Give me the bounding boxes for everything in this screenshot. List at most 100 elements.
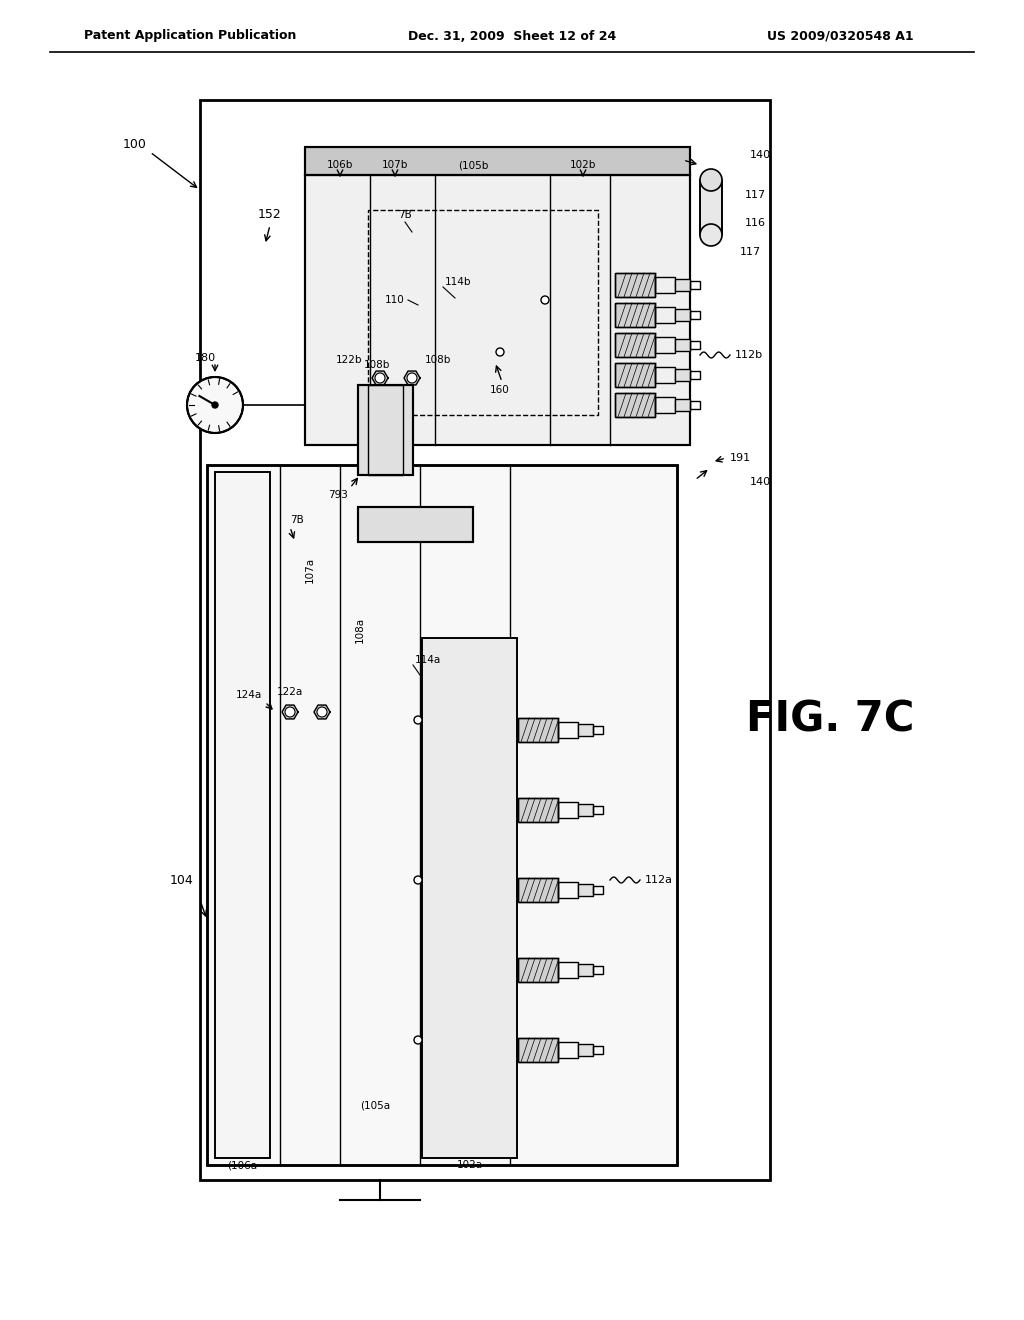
Bar [615,273,655,297]
Bar [558,962,578,978]
Text: 7B: 7B [290,515,304,525]
Bar [358,385,413,475]
Bar [690,281,700,289]
Bar [615,333,655,356]
Text: 108a: 108a [355,616,365,643]
Bar [518,718,558,742]
Bar [558,803,578,818]
Text: 191: 191 [729,453,751,463]
Bar [615,393,655,417]
Bar [593,1045,603,1053]
Bar [578,723,593,737]
Bar [578,1044,593,1056]
Bar [690,312,700,319]
Text: 114a: 114a [415,655,441,665]
Bar [305,176,690,445]
Bar [368,385,403,475]
Bar [207,465,677,1166]
Text: 140: 140 [750,477,771,487]
Text: 107a: 107a [305,557,315,583]
Text: 104: 104 [169,874,193,887]
Text: 160: 160 [490,385,510,395]
Circle shape [285,708,295,717]
Circle shape [375,374,385,383]
Text: (105a: (105a [360,1100,390,1110]
Circle shape [541,296,549,304]
Bar [422,638,517,1158]
Text: 117: 117 [739,247,761,257]
Bar [700,180,722,235]
Bar [518,878,558,902]
Bar [518,799,558,822]
Bar [615,363,655,387]
Text: US 2009/0320548 A1: US 2009/0320548 A1 [767,29,913,42]
Bar [558,882,578,898]
Bar [358,507,473,543]
Circle shape [496,348,504,356]
Bar [615,333,655,356]
Circle shape [414,1036,422,1044]
Bar [655,337,675,352]
Bar [675,339,690,351]
Text: FIG. 7C: FIG. 7C [745,700,914,741]
Bar [200,100,770,1180]
Bar [422,638,517,1158]
Bar [690,371,700,379]
Text: 108b: 108b [425,355,452,366]
Bar [655,277,675,293]
Bar [358,507,473,543]
Polygon shape [314,705,330,719]
Bar [675,399,690,411]
Text: 116: 116 [744,218,766,228]
Bar [655,367,675,383]
Bar [215,473,270,1158]
Text: 140: 140 [750,150,771,160]
Bar [675,279,690,290]
Circle shape [407,374,417,383]
Text: 180: 180 [195,352,216,363]
Bar [615,363,655,387]
Text: 114b: 114b [445,277,471,286]
Polygon shape [372,371,388,385]
Text: 107b: 107b [382,160,409,170]
Circle shape [700,224,722,246]
Bar [358,385,413,475]
Circle shape [212,403,218,408]
Bar [518,878,558,902]
Circle shape [317,708,327,717]
Polygon shape [282,705,298,719]
Text: (105b: (105b [458,160,488,170]
Bar [305,147,690,176]
Text: 7B: 7B [398,210,412,220]
Bar [593,807,603,814]
Bar [593,966,603,974]
Bar [558,1041,578,1059]
Bar [518,958,558,982]
Text: (106a: (106a [227,1160,257,1170]
Bar [368,210,598,414]
Bar [593,886,603,894]
Text: 112b: 112b [735,350,763,360]
Bar [615,304,655,327]
Bar [305,176,690,445]
Bar [518,958,558,982]
Bar [655,308,675,323]
Text: 100: 100 [123,139,146,152]
Bar [518,1038,558,1063]
Bar [578,804,593,816]
Text: Patent Application Publication: Patent Application Publication [84,29,296,42]
Bar [518,799,558,822]
Text: 102a: 102a [457,1160,483,1170]
Bar [615,393,655,417]
Circle shape [187,378,243,433]
Text: 117: 117 [744,190,766,201]
Text: 124a: 124a [236,690,262,700]
Circle shape [414,876,422,884]
Bar [518,1038,558,1063]
Bar [655,397,675,413]
Bar [615,273,655,297]
Text: 152: 152 [258,209,282,222]
Text: 793: 793 [328,490,348,500]
Bar [558,722,578,738]
Text: 108b: 108b [364,360,390,370]
